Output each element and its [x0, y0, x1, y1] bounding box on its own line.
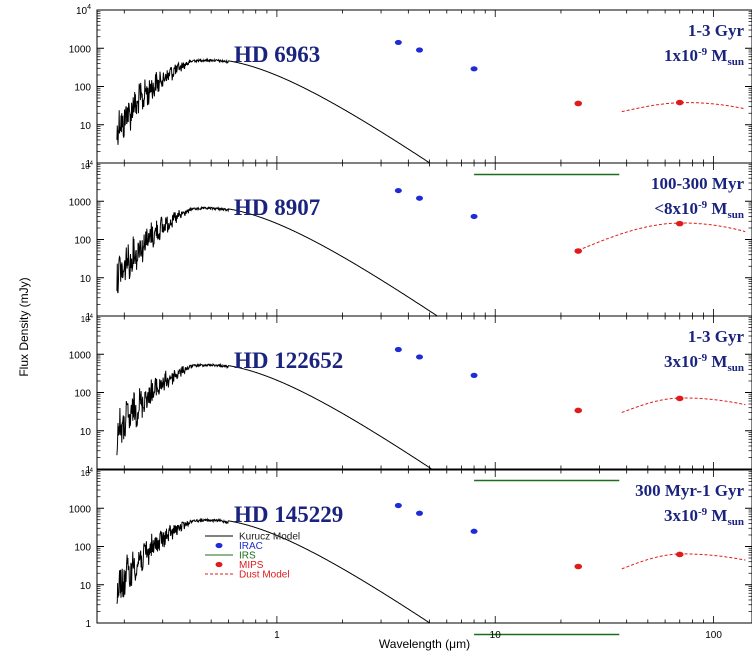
kurucz-model-line: [116, 517, 430, 624]
irac-point: [394, 187, 402, 194]
x-axis-label: Wavelength (μm): [379, 637, 470, 651]
kurucz-model-line: [116, 362, 432, 470]
mass-annotation: 3x10-9 Msun: [664, 352, 744, 374]
x-tick-label: 100: [705, 630, 722, 641]
mips-point: [675, 99, 684, 106]
dust-model-line: [578, 222, 746, 251]
irac-point: [470, 213, 478, 220]
y-tick-label-top: 104: [81, 314, 94, 324]
panel-frame: [96, 315, 752, 470]
mips-point: [574, 407, 583, 414]
irac-point: [394, 502, 402, 509]
y-tick-label: 10: [80, 121, 92, 132]
y-tick-label: 1000: [69, 44, 92, 55]
legend-label: Dust Model: [239, 570, 290, 581]
dust-model-line: [621, 102, 746, 113]
y-tick-label: 100: [74, 83, 91, 94]
mass-annotation: <8x10-9 Msun: [654, 199, 744, 221]
irac-point: [394, 346, 402, 353]
legend-item: IRS: [205, 551, 256, 562]
kurucz-model-line: [116, 57, 430, 164]
mips-point: [574, 100, 583, 107]
legend-label: IRAC: [239, 541, 263, 552]
x-tick-label: 1: [274, 630, 280, 641]
y-axis-label: Flux Density (mJy): [17, 277, 31, 376]
panel-1: 1 10 100 1000 104 HD 6963 1-3 Gyr 1x10-9 Msun: [69, 4, 752, 176]
y-tick-label: 100: [74, 389, 91, 400]
legend-marker: [215, 561, 223, 568]
legend-item: Kurucz Model: [205, 532, 300, 543]
panel-frame: [96, 9, 752, 164]
legend-item: Dust Model: [205, 570, 290, 581]
star-name: HD 122652: [234, 348, 343, 373]
y-tick-label: 100: [74, 236, 91, 247]
mass-annotation: 1x10-9 Msun: [664, 46, 744, 68]
mips-point: [675, 220, 684, 227]
irac-point: [416, 47, 424, 53]
irac-point: [470, 528, 478, 534]
legend-item: MIPS: [215, 560, 264, 571]
y-tick-label: 1: [85, 465, 91, 476]
irac-point: [416, 510, 424, 516]
mips-point: [574, 248, 583, 254]
y-tick-label: 10: [80, 581, 92, 592]
y-tick-label: 1000: [69, 197, 92, 208]
y-tick-label-top: 104: [81, 161, 94, 171]
legend-marker: [215, 542, 223, 549]
y-tick-label-top: 104: [81, 468, 94, 478]
y-tick-label: 1000: [69, 350, 92, 361]
age-annotation: 300 Myr-1 Gyr: [635, 481, 744, 500]
irac-point: [416, 354, 424, 360]
star-name: HD 8907: [234, 195, 320, 220]
irac-point: [394, 39, 402, 46]
star-name: HD 6963: [234, 42, 320, 67]
y-tick-label: 100: [74, 543, 91, 554]
legend-label: MIPS: [239, 560, 264, 571]
y-tick-label: 10: [80, 274, 92, 285]
mips-point: [675, 551, 684, 558]
y-tick-label: 1000: [69, 504, 92, 515]
irac-point: [470, 66, 478, 72]
y-tick-label: 1: [85, 619, 91, 630]
y-tick-label: 1: [85, 312, 91, 323]
dust-model-line: [621, 397, 746, 413]
y-tick-label-top: 104: [76, 4, 91, 17]
kurucz-model-line: [116, 205, 438, 317]
age-annotation: 100-300 Myr: [651, 174, 744, 193]
irac-point: [416, 195, 424, 201]
panel-4: 1 10 100 1000 104 HD 145229 300 Myr-1 Gyr 3x10-…: [69, 468, 752, 636]
x-tick-label: 10: [490, 630, 502, 641]
panel-3: 1 10 100 1000 104 HD 122652 1-3 Gyr 3x10-9 Msun: [69, 314, 752, 482]
age-annotation: 1-3 Gyr: [688, 21, 745, 40]
mass-annotation: 3x10-9 Msun: [664, 506, 744, 528]
age-annotation: 1-3 Gyr: [688, 327, 745, 346]
star-name: HD 145229: [234, 502, 343, 527]
mips-point: [675, 395, 684, 402]
y-tick-label: 1: [85, 159, 91, 170]
legend-label: IRS: [239, 551, 256, 562]
irac-point: [470, 372, 478, 378]
dust-model-line: [621, 553, 746, 570]
legend-label: Kurucz Model: [239, 532, 300, 543]
panel-2: 1 10 100 1000 104 HD 8907 100-300 Myr <8x10-9 M…: [69, 161, 752, 323]
y-tick-label: 10: [80, 427, 92, 438]
mips-point: [574, 563, 583, 570]
legend-item: IRAC: [215, 541, 263, 552]
